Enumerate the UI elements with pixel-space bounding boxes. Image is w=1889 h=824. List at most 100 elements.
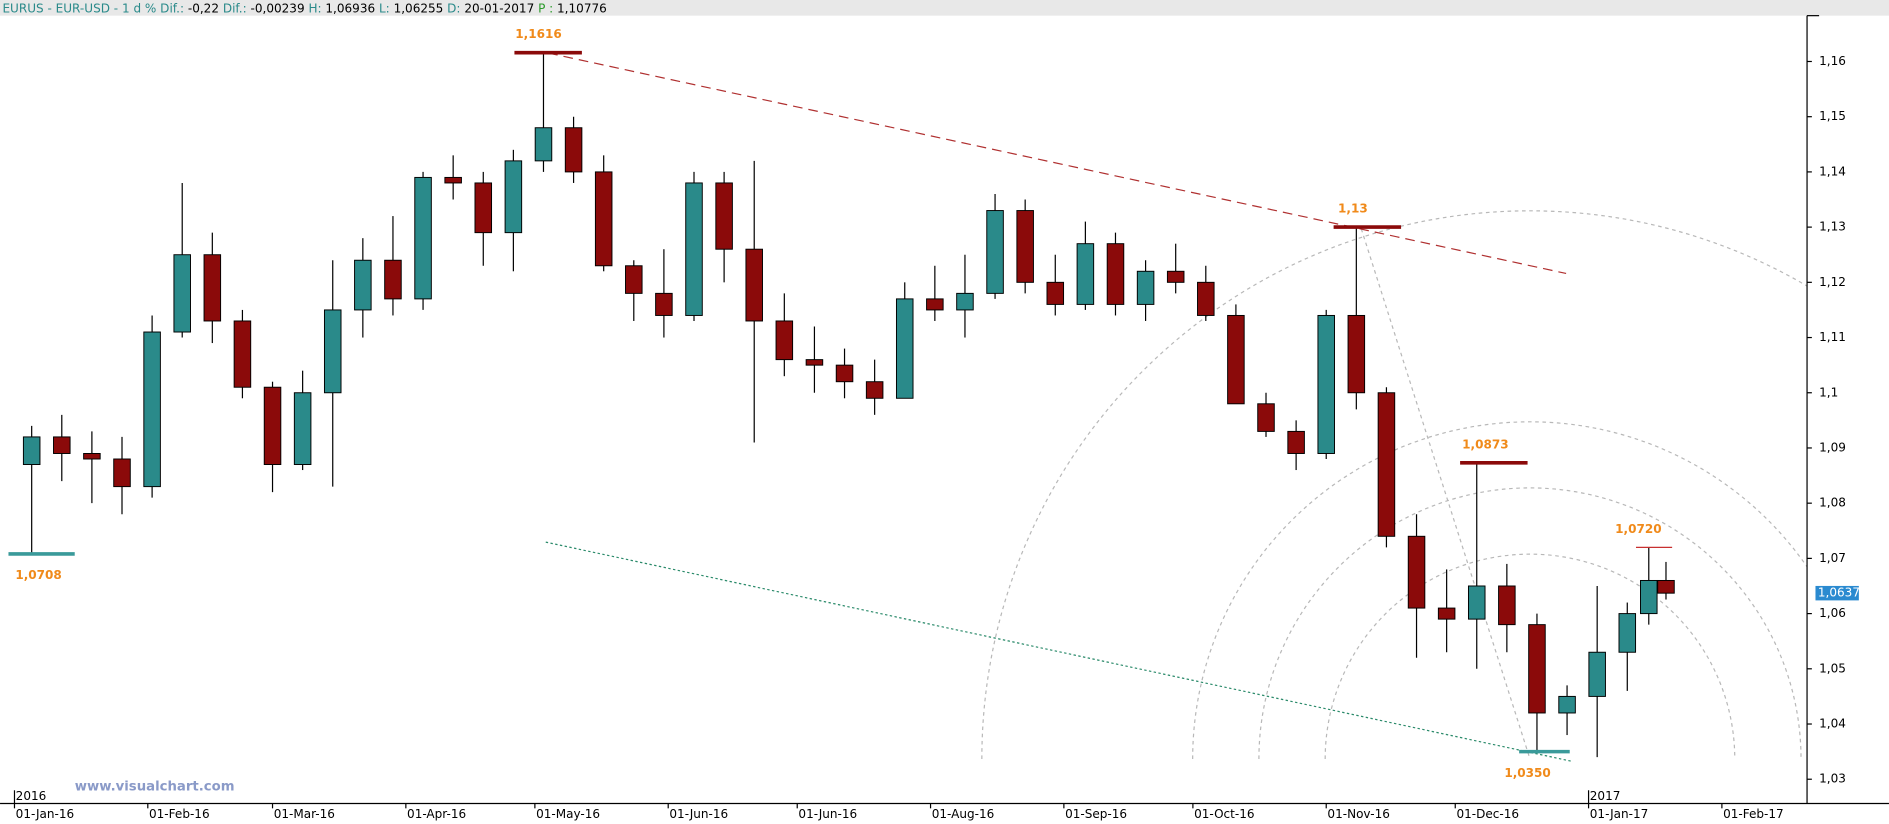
y-tick-label: 1,09 <box>1819 440 1846 454</box>
candle-body <box>173 254 191 333</box>
candle-body <box>1640 579 1658 615</box>
candle-body <box>895 298 914 399</box>
candle-body <box>564 127 583 173</box>
x-tick-label: 01-Apr-16 <box>407 807 466 821</box>
header-field: H: <box>308 1 321 15</box>
candle-body <box>1166 270 1185 283</box>
header-field: Dif.: <box>223 1 247 15</box>
x-tick-label: 01-Jun-16 <box>669 807 728 821</box>
x-tick-label: 01-Oct-16 <box>1194 807 1254 821</box>
level-label: 1,0350 <box>1504 766 1550 780</box>
candle-body <box>113 458 131 488</box>
y-tick-label: 1,06 <box>1819 606 1846 620</box>
arc <box>1192 421 1808 759</box>
y-tick-label: 1,15 <box>1819 109 1846 123</box>
x-tick-label: 01-Jan-16 <box>16 807 75 821</box>
candle-body <box>354 259 372 311</box>
candle-body <box>926 298 944 311</box>
candle-body <box>1197 281 1215 316</box>
candle-body <box>504 160 523 234</box>
header-field: 20-01-2017 <box>464 1 534 15</box>
y-tick-label: 1,1 <box>1819 385 1838 399</box>
x-tick-label: 01-Dec-16 <box>1456 807 1519 821</box>
candle-body <box>1227 314 1245 405</box>
candle-body <box>143 331 161 488</box>
last-price-label: 1,0637 <box>1818 586 1860 600</box>
x-tick-label: 01-Jun-16 <box>798 807 857 821</box>
candle-body <box>715 182 733 250</box>
year-label: 2017 <box>1590 789 1621 803</box>
candle-body <box>1437 607 1456 620</box>
candle-body <box>1136 270 1155 305</box>
x-tick-label: 01-Sep-16 <box>1065 807 1127 821</box>
candle-body <box>1347 314 1366 394</box>
header-field: D: <box>447 1 460 15</box>
header-field: -0,22 <box>188 1 219 15</box>
x-tick-label: 01-Aug-16 <box>932 807 995 821</box>
candle-body <box>1377 392 1396 537</box>
candle-body <box>53 436 71 454</box>
header-field: 1 d <box>122 1 141 15</box>
resistance-trendline <box>548 52 1567 275</box>
arc <box>1258 487 1802 759</box>
candle-body <box>534 127 553 162</box>
header-field: P : <box>538 1 553 15</box>
candle-body <box>1618 613 1637 653</box>
y-tick-label: 1,03 <box>1819 772 1846 786</box>
candle-body <box>865 381 884 399</box>
candle-body <box>1407 535 1426 609</box>
header-field: L: <box>379 1 390 15</box>
candle-body <box>474 182 493 234</box>
arc <box>1324 553 1736 759</box>
last-price-tag <box>1815 585 1859 601</box>
candle-body <box>1528 624 1546 714</box>
candle-body <box>414 176 432 300</box>
candle-body <box>293 392 312 466</box>
support-trendline <box>545 541 1573 762</box>
candle-body <box>986 210 1004 294</box>
year-label: 2016 <box>16 789 47 803</box>
candle-body <box>1046 281 1065 305</box>
candle-body <box>1287 430 1305 454</box>
header-bar <box>0 0 1889 16</box>
y-tick-label: 1,16 <box>1819 54 1846 68</box>
y-tick-label: 1,14 <box>1819 164 1846 178</box>
candle-body <box>203 254 222 322</box>
candle-body <box>1016 210 1034 283</box>
candle-body <box>1076 243 1095 305</box>
header-field: 1,10776 <box>557 1 607 15</box>
gann-arcs <box>981 210 1808 760</box>
y-tick-label: 1,05 <box>1819 661 1846 675</box>
candle-body <box>805 359 824 366</box>
header-field: 1,06936 <box>325 1 375 15</box>
arc <box>981 210 1808 759</box>
candle-body <box>1467 585 1486 620</box>
candle-body <box>1558 695 1576 714</box>
header-field: -0,00239 <box>251 1 305 15</box>
candle-body <box>835 364 854 383</box>
x-tick-label: 01-Nov-16 <box>1327 807 1389 821</box>
candle-body <box>22 436 41 466</box>
candle-body <box>1317 314 1335 454</box>
header: EURUS - EUR-USD - 1 d % Dif.: -0,22 Dif.… <box>2 1 606 15</box>
header-field: EURUS - EUR-USD - <box>2 1 118 15</box>
level-label: 1,13 <box>1338 202 1368 216</box>
header-text: EURUS - EUR-USD - 1 d % Dif.: -0,22 Dif.… <box>2 1 606 15</box>
gann-line <box>1360 228 1531 760</box>
x-tick-label: 01-Feb-17 <box>1723 807 1784 821</box>
watermark: www.visualchart.com <box>75 780 235 795</box>
y-tick-label: 1,11 <box>1819 330 1846 344</box>
candle-body <box>263 386 282 466</box>
x-tick-label: 01-Feb-16 <box>149 807 210 821</box>
candle-body <box>655 292 673 316</box>
candle-body <box>444 176 462 184</box>
y-tick-label: 1,07 <box>1819 551 1846 565</box>
candle-body <box>625 265 643 294</box>
y-tick-label: 1,04 <box>1819 717 1846 731</box>
candle-body <box>594 171 613 267</box>
candle-body <box>956 292 974 311</box>
y-tick-label: 1,12 <box>1819 275 1846 289</box>
candle-body <box>1657 579 1675 594</box>
header-field: % Dif.: <box>145 1 184 15</box>
